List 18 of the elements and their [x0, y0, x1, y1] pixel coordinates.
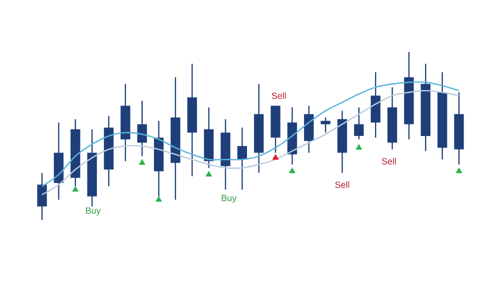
- point: [356, 144, 362, 150]
- candlestick: [320, 116, 330, 134]
- candlestick: [137, 100, 147, 157]
- point: [156, 196, 162, 202]
- candlestick: [354, 106, 364, 140]
- point: [288, 168, 296, 174]
- point: [138, 159, 146, 165]
- annotation: Buy: [222, 194, 237, 203]
- annotation: Sell: [382, 158, 396, 164]
- candlestick: [237, 126, 247, 190]
- point: [456, 168, 462, 174]
- candlestick: [37, 172, 47, 220]
- point: [206, 170, 212, 177]
- annotation: Sell: [335, 181, 350, 188]
- point: [72, 186, 79, 192]
- annotation: Sell: [272, 92, 286, 99]
- annotation: Buy: [86, 207, 101, 216]
- point: [272, 154, 279, 160]
